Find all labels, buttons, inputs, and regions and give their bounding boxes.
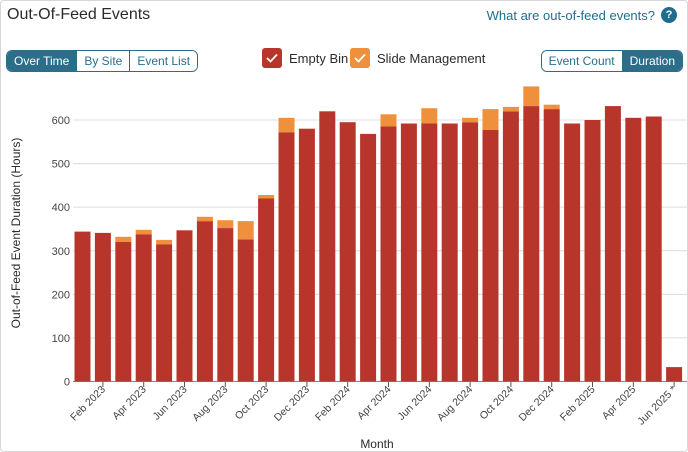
bar-empty-bin [115, 242, 132, 382]
bar-empty-bin [74, 231, 91, 382]
bar-slide-management [421, 108, 438, 124]
bar-empty-bin [237, 239, 254, 382]
checkbox-checked-icon[interactable] [262, 48, 282, 68]
bar-empty-bin [156, 244, 173, 382]
bar-empty-bin [278, 132, 295, 382]
bar-slide-management [135, 229, 152, 235]
bar-empty-bin [339, 122, 356, 382]
bar-empty-bin [94, 232, 111, 382]
bar-empty-bin [666, 367, 683, 382]
bar-empty-bin [543, 109, 560, 382]
bar-empty-bin [400, 123, 417, 382]
tab-event-count[interactable]: Event Count [541, 51, 623, 71]
x-tick-label: Jun 2023 [151, 384, 190, 423]
bar-empty-bin [604, 106, 621, 382]
bar-slide-management [462, 117, 479, 123]
bar-slide-management [278, 117, 295, 133]
bar-empty-bin [319, 111, 336, 382]
x-tick-label: Dec 2023 [272, 384, 312, 424]
x-tick-label: Oct 2023 [233, 384, 272, 423]
x-tick-label: Feb 2024 [313, 384, 353, 424]
bar-slide-management [258, 195, 275, 199]
y-tick-label: 300 [52, 246, 70, 258]
bar-slide-management [217, 220, 234, 228]
bar-slide-management [237, 221, 254, 240]
legend-item-empty-bin[interactable]: Empty Bin [262, 48, 348, 68]
x-tick-label: Jun 2025 * [635, 384, 679, 428]
y-axis-ticks: 0 100 200 300 400 500 600 [52, 115, 70, 389]
y-tick-label: 400 [52, 202, 70, 214]
bar-empty-bin [482, 130, 499, 382]
tab-by-site[interactable]: By Site [77, 51, 131, 71]
legend-label: Slide Management [377, 50, 486, 66]
x-tick-label: Dec 2024 [517, 384, 557, 424]
bar-slide-management [196, 216, 213, 222]
bar-empty-bin [360, 133, 377, 382]
bar-empty-bin [217, 228, 234, 382]
legend-label: Empty Bin [289, 50, 349, 66]
bar-empty-bin [564, 123, 581, 382]
y-tick-label: 500 [52, 159, 70, 171]
bar-slide-management [380, 114, 397, 127]
bar-empty-bin [625, 117, 642, 382]
bar-empty-bin [645, 116, 662, 382]
bar-slide-management [115, 236, 132, 242]
legend-item-slide-management[interactable]: Slide Management [350, 48, 485, 68]
y-axis-label: Out-of-Feed Event Duration (Hours) [9, 138, 23, 329]
y-tick-label: 200 [52, 289, 70, 301]
bar-empty-bin [135, 234, 152, 382]
tab-over-time[interactable]: Over Time [7, 51, 78, 71]
bar-empty-bin [523, 106, 540, 382]
x-tick-label: Oct 2024 [477, 384, 516, 423]
bar-empty-bin [441, 123, 458, 382]
x-axis-ticks: Feb 2023 Apr 2023 Jun 2023 Aug 2023 Oct 2023… [68, 382, 679, 428]
bar-slide-management [482, 109, 499, 130]
bar-slide-management [156, 239, 173, 245]
bar-slide-management [523, 86, 540, 106]
bar-empty-bin [196, 221, 213, 382]
tab-event-list[interactable]: Event List [130, 51, 198, 71]
x-tick-label: Apr 2024 [355, 384, 394, 423]
x-tick-label: Aug 2024 [435, 384, 475, 424]
help-icon[interactable]: ? [661, 7, 677, 23]
bar-empty-bin [298, 128, 315, 382]
bar-empty-bin [380, 126, 397, 382]
bar-empty-bin [584, 120, 601, 382]
checkbox-checked-icon[interactable] [350, 48, 370, 68]
x-tick-label: Apr 2023 [110, 384, 149, 423]
bars [74, 86, 683, 382]
view-toggle: Over Time By Site Event List [6, 50, 199, 72]
x-tick-label: Aug 2023 [190, 384, 230, 424]
bar-empty-bin [421, 123, 438, 382]
bar-slide-management [502, 106, 519, 112]
bar-empty-bin [502, 111, 519, 382]
x-tick-label: Jun 2024 [395, 384, 434, 423]
bar-empty-bin [258, 198, 275, 382]
x-tick-label: Apr 2025 [600, 384, 639, 423]
y-tick-label: 0 [64, 377, 70, 389]
help-link[interactable]: What are out-of-feed events? [486, 8, 655, 23]
page-title: Out-Of-Feed Events [7, 6, 151, 23]
bar-empty-bin [462, 122, 479, 382]
y-tick-label: 100 [52, 333, 70, 345]
bar-slide-management [543, 104, 560, 110]
tab-duration[interactable]: Duration [622, 51, 682, 71]
x-tick-label: Feb 2023 [68, 384, 108, 424]
bar-empty-bin [176, 230, 193, 382]
y-tick-label: 600 [52, 115, 70, 127]
x-tick-label: Feb 2025 [558, 384, 598, 424]
x-axis-label: Month [360, 437, 393, 451]
metric-toggle: Event Count Duration [540, 50, 683, 72]
